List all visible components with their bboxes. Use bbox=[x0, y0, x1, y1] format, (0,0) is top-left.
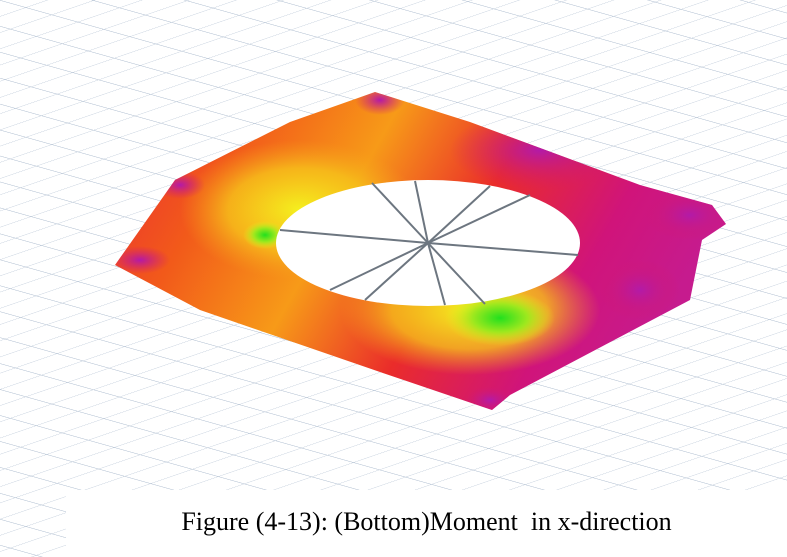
figure-image bbox=[0, 0, 787, 557]
page: {"caption": "Figure (4-13): (Bottom)Mome… bbox=[0, 0, 787, 557]
figure-caption: Figure (4-13): (Bottom)Moment in x-direc… bbox=[66, 505, 787, 539]
contour-magenta bbox=[600, 260, 680, 320]
